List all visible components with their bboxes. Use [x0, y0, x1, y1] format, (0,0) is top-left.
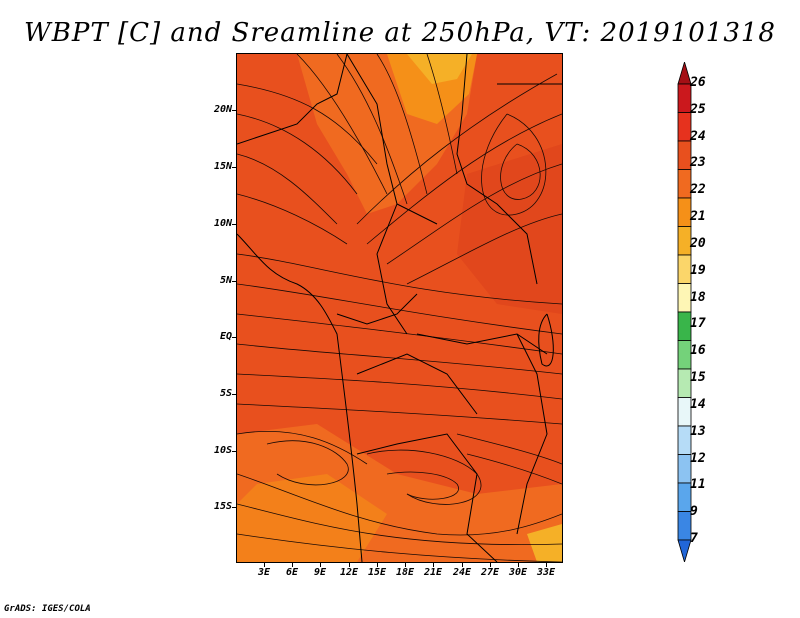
lon-label: 3E [257, 567, 271, 578]
colorbar-label: 22 [690, 182, 706, 198]
lat-tick [232, 110, 236, 111]
map-panel [236, 53, 563, 563]
lon-tick [349, 563, 350, 567]
lat-label: 5N [219, 275, 232, 286]
colorbar-label: 16 [690, 343, 706, 359]
lat-label: 15S [213, 501, 232, 512]
streamlines [237, 54, 562, 562]
wbpt-region-north-hot [407, 54, 472, 84]
lon-tick [292, 563, 293, 567]
lat-tick [232, 451, 236, 452]
lon-label: 9E [313, 567, 327, 578]
lat-label: 15N [213, 161, 232, 172]
lat-tick [232, 167, 236, 168]
lon-label: 33E [536, 567, 556, 578]
lon-tick [405, 563, 406, 567]
lon-tick [490, 563, 491, 567]
colorbar-label: 23 [690, 155, 706, 171]
lat-label: 5S [219, 388, 232, 399]
lon-tick [433, 563, 434, 567]
colorbar-label: 26 [690, 75, 706, 90]
lon-label: 6E [285, 567, 299, 578]
lon-tick [320, 563, 321, 567]
chart-title: WBPT [C] and Sreamline at 250hPa, VT: 20… [24, 18, 776, 48]
lat-tick [232, 281, 236, 282]
colorbar-label: 17 [690, 316, 706, 332]
lon-label: 30E [508, 567, 528, 578]
colorbar-label: 15 [690, 370, 706, 386]
wbpt-region-southwest [237, 474, 387, 562]
lat-label: EQ [219, 331, 232, 342]
lon-tick [462, 563, 463, 567]
lon-tick [546, 563, 547, 567]
colorbar-label: 7 [690, 531, 698, 546]
colorbar-label: 18 [690, 289, 706, 305]
lon-label: 27E [480, 567, 500, 578]
wbpt-region-southeast [527, 524, 562, 562]
lon-label: 24E [452, 567, 472, 578]
grads-credit: GrADS: IGES/COLA [4, 604, 91, 614]
colorbar-label: 20 [690, 235, 706, 251]
wbpt-region-east [457, 144, 562, 314]
lon-tick [377, 563, 378, 567]
lat-tick [232, 337, 236, 338]
colorbar-label: 24 [690, 128, 706, 144]
colorbar-label: 21 [690, 209, 706, 225]
lon-label: 15E [367, 567, 387, 578]
colorbar-label: 13 [690, 423, 706, 439]
lon-label: 21E [423, 567, 443, 578]
lat-tick [232, 394, 236, 395]
colorbar [677, 62, 692, 562]
colorbar-segment [677, 539, 692, 562]
lon-label: 12E [339, 567, 359, 578]
colorbar-label: 14 [690, 396, 706, 412]
colorbar-label: 12 [690, 450, 706, 466]
lat-label: 10N [213, 218, 232, 229]
lat-label: 20N [213, 104, 232, 115]
lat-tick [232, 507, 236, 508]
lon-tick [518, 563, 519, 567]
map-canvas [237, 54, 562, 562]
country-borders [237, 54, 562, 562]
colorbar-label: 25 [690, 101, 706, 117]
colorbar-label: 19 [690, 262, 706, 278]
colorbar-label: 9 [690, 504, 698, 520]
lat-label: 10S [213, 445, 232, 456]
lon-tick [264, 563, 265, 567]
colorbar-label: 11 [690, 477, 706, 493]
lat-tick [232, 224, 236, 225]
lon-label: 18E [395, 567, 415, 578]
